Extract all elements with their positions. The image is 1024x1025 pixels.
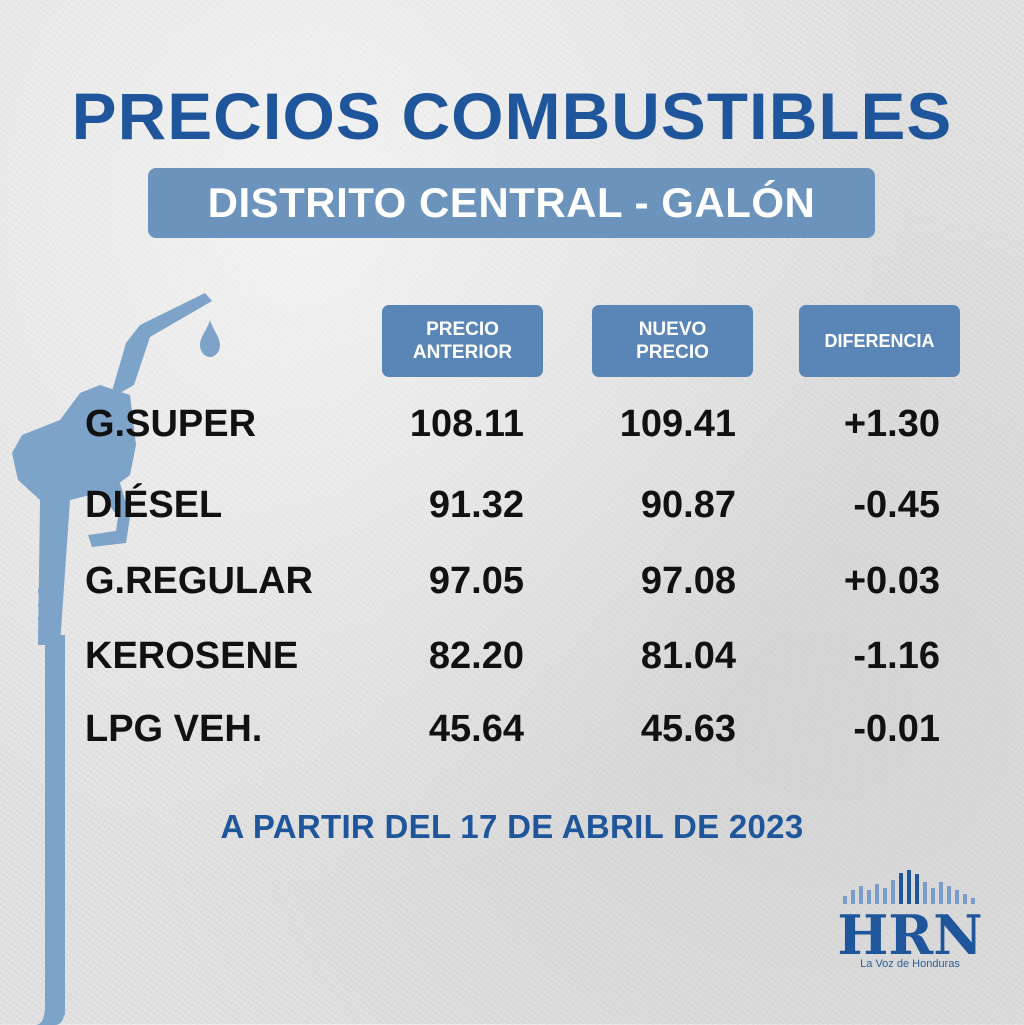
fuel-name: G.SUPER bbox=[85, 403, 257, 445]
previous-price: 91.32 bbox=[428, 484, 524, 526]
column-header-new-price: NUEVO PRECIO bbox=[592, 305, 753, 377]
fuel-name: G.REGULAR bbox=[85, 560, 313, 602]
price-difference: -0.45 bbox=[853, 484, 940, 526]
previous-price: 45.64 bbox=[428, 708, 524, 750]
effective-date: A PARTIR DEL 17 DE ABRIL DE 2023 bbox=[220, 808, 804, 845]
previous-price: 82.20 bbox=[428, 635, 524, 677]
fuel-name: LPG VEH. bbox=[85, 708, 263, 750]
column-header-difference: DIFERENCIA bbox=[799, 305, 960, 377]
fuel-name: DIÉSEL bbox=[85, 484, 223, 526]
table-row: G.SUPER 108.11 109.41 +1.30 bbox=[0, 399, 1024, 449]
hrn-logo-icon: HRN bbox=[837, 870, 983, 967]
fuel-nozzle-icon bbox=[12, 293, 220, 1025]
new-price: 109.41 bbox=[619, 403, 736, 445]
table-row: KEROSENE 82.20 81.04 -1.16 bbox=[0, 631, 1024, 681]
price-difference: -0.01 bbox=[853, 708, 940, 750]
column-header-previous-price: PRECIO ANTERIOR bbox=[382, 305, 543, 377]
new-price: 97.08 bbox=[640, 560, 736, 602]
price-difference: -1.16 bbox=[853, 635, 940, 677]
subtitle-banner: DISTRITO CENTRAL - GALÓN bbox=[148, 168, 875, 238]
fuel-name: KEROSENE bbox=[85, 635, 299, 677]
new-price: 81.04 bbox=[640, 635, 736, 677]
new-price: 45.63 bbox=[640, 708, 736, 750]
price-difference: +1.30 bbox=[843, 403, 940, 445]
table-row: G.REGULAR 97.05 97.08 +0.03 bbox=[0, 556, 1024, 606]
svg-text:HRN: HRN bbox=[837, 903, 982, 967]
page-title: PRECIOS COMBUSTIBLES bbox=[71, 79, 953, 153]
logo-tagline: La Voz de Honduras bbox=[860, 958, 960, 970]
price-difference: +0.03 bbox=[843, 560, 940, 602]
table-row: DIÉSEL 91.32 90.87 -0.45 bbox=[0, 480, 1024, 530]
table-row: LPG VEH. 45.64 45.63 -0.01 bbox=[0, 704, 1024, 754]
previous-price: 108.11 bbox=[409, 403, 524, 445]
new-price: 90.87 bbox=[640, 484, 736, 526]
subtitle-text: DISTRITO CENTRAL - GALÓN bbox=[207, 179, 816, 226]
previous-price: 97.05 bbox=[428, 560, 524, 602]
